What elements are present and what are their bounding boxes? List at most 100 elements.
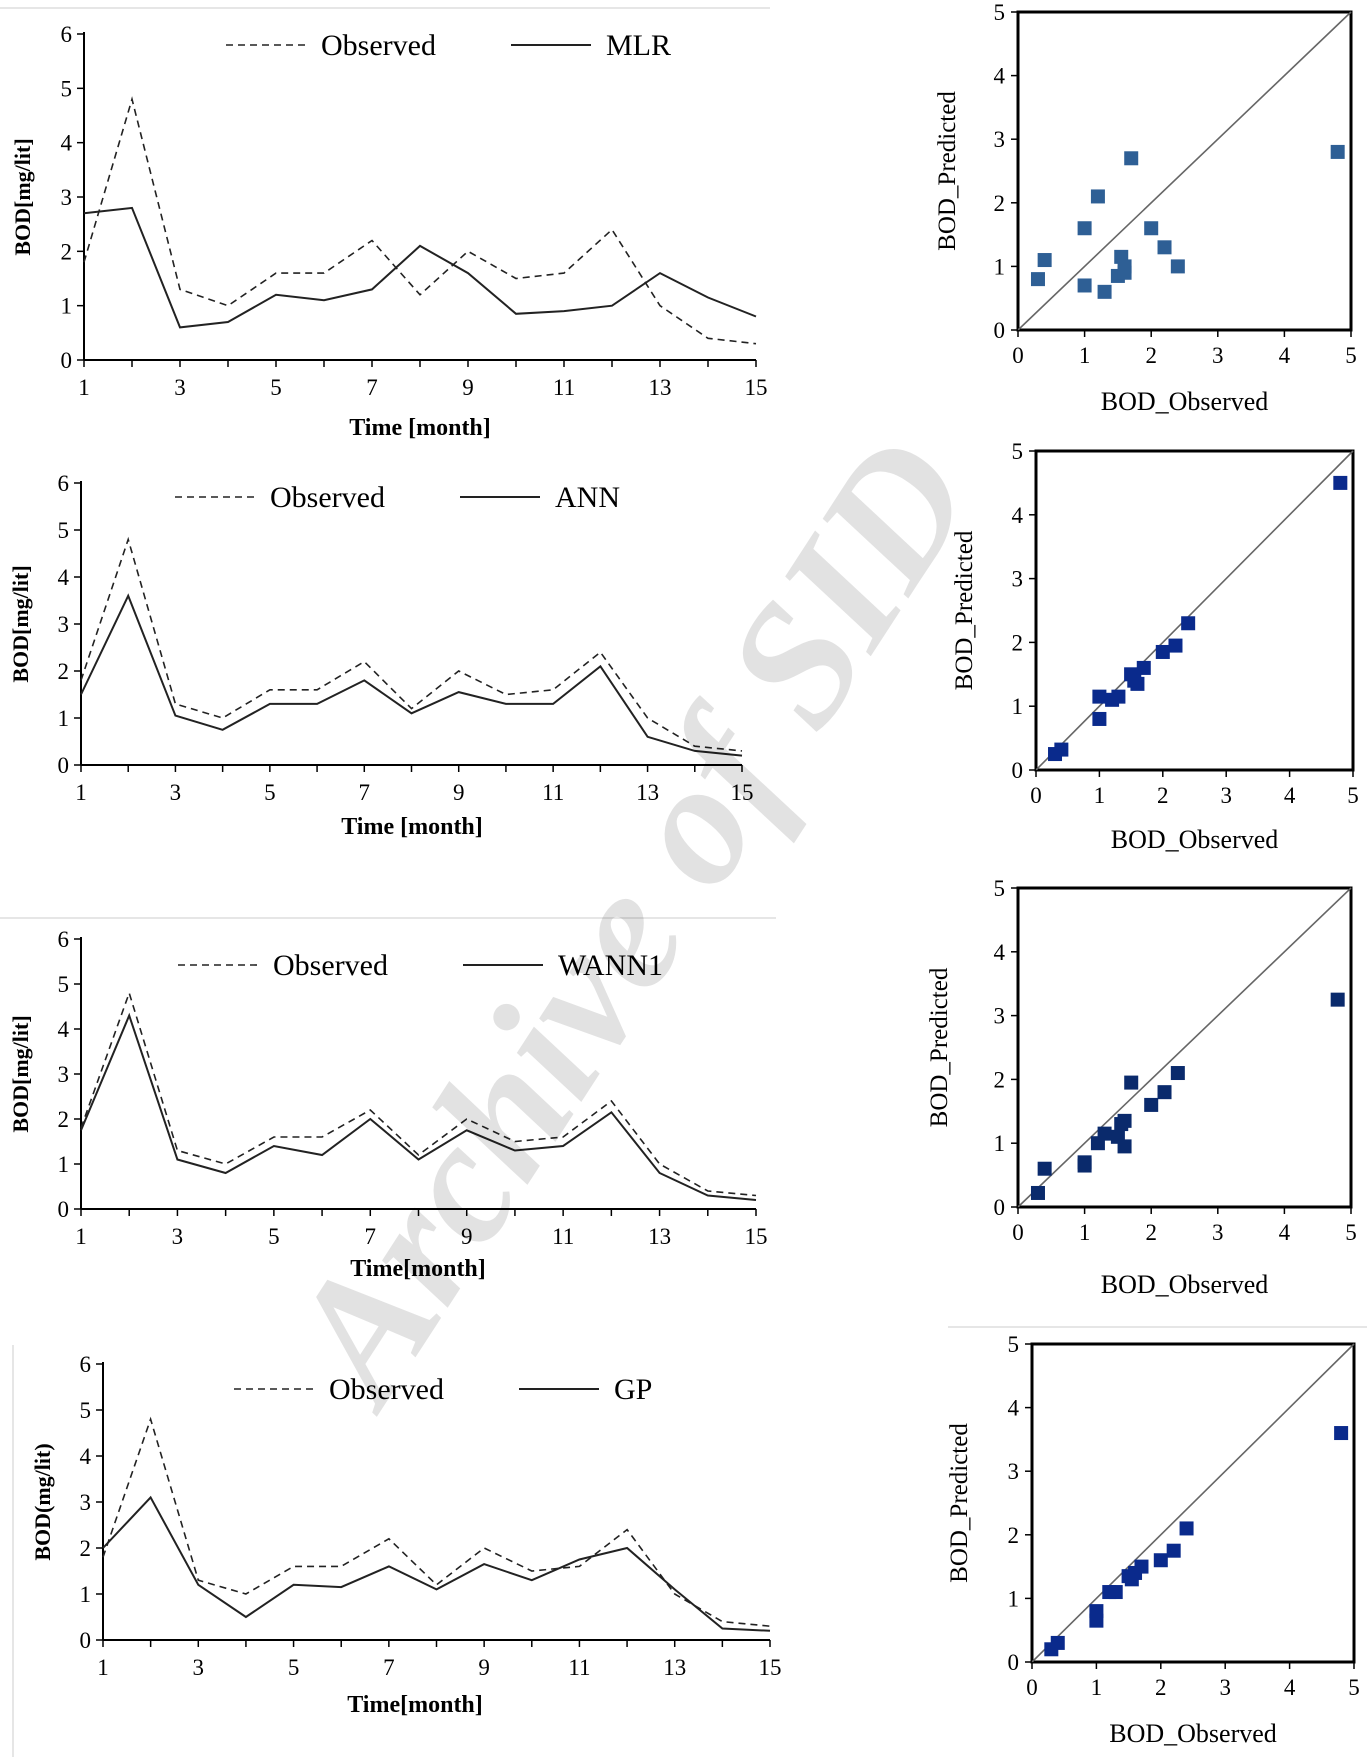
plot-frame xyxy=(1016,10,1353,332)
data-point xyxy=(1054,742,1069,757)
x-tick-label: 15 xyxy=(731,780,754,805)
y-tick-label: 3 xyxy=(61,185,73,210)
watermark-text: Archive of SID xyxy=(246,406,1011,1439)
y-tick-label: 3 xyxy=(994,127,1006,152)
y-tick-label: 1 xyxy=(80,1582,92,1607)
x-tick-label: 4 xyxy=(1284,783,1296,808)
scatter-chart-6: 0 1 2 3 4 5 0 1 2 3 4 5 BOD_Observed BOD_Predicted xyxy=(926,876,1357,1299)
data-point xyxy=(1117,1139,1132,1154)
legend-label-ann: ANN xyxy=(555,481,620,514)
x-tick-label: 7 xyxy=(365,1224,377,1249)
y-tick-label: 0 xyxy=(1008,1650,1020,1675)
y-tick-label: 1 xyxy=(61,294,73,319)
data-point xyxy=(1037,253,1052,268)
data-point xyxy=(1170,1066,1185,1081)
y-tick-label: 2 xyxy=(1008,1523,1020,1548)
data-point xyxy=(1330,992,1345,1007)
x-axis-label: Time[month] xyxy=(347,1692,483,1718)
x-tick-label: 11 xyxy=(553,375,575,400)
x-tick-label: 3 xyxy=(193,1655,205,1680)
data-point xyxy=(1097,284,1112,299)
y-tick-label: 1 xyxy=(994,254,1006,279)
y-tick-label: 1 xyxy=(58,1152,70,1177)
legend-label-observed: Observed xyxy=(270,481,385,514)
y-tick-label: 1 xyxy=(1008,1586,1020,1611)
x-tick-label: 11 xyxy=(552,1224,574,1249)
data-point xyxy=(1134,1559,1149,1574)
y-tick-label: 5 xyxy=(58,518,70,543)
data-point xyxy=(1157,1085,1172,1100)
x-tick-label: 3 xyxy=(172,1224,184,1249)
y-axis-label: BOD[mg/lit] xyxy=(8,1015,33,1132)
y-tick-label: 2 xyxy=(1012,630,1024,655)
y-tick-label: 3 xyxy=(1012,567,1024,592)
data-point xyxy=(1030,1185,1045,1200)
x-tick-label: 1 xyxy=(78,375,90,400)
plot-frame xyxy=(1034,449,1355,772)
data-point xyxy=(1157,240,1172,255)
x-tick-label: 15 xyxy=(759,1655,782,1680)
y-tick-label: 6 xyxy=(80,1352,92,1377)
y-tick-label: 1 xyxy=(994,1131,1006,1156)
y-tick-label: 5 xyxy=(994,0,1006,25)
x-tick-label: 13 xyxy=(649,375,672,400)
data-point xyxy=(1330,144,1345,159)
series-line-observed xyxy=(80,536,743,752)
x-tick-label: 7 xyxy=(359,780,371,805)
x-tick-label: 1 xyxy=(1094,783,1106,808)
x-tick-label: 7 xyxy=(366,375,378,400)
y-tick-label: 0 xyxy=(994,1195,1006,1220)
y-tick-label: 2 xyxy=(994,1067,1006,1092)
x-tick-label: 15 xyxy=(745,375,768,400)
plot-frame xyxy=(1016,886,1353,1209)
y-tick-label: 3 xyxy=(58,612,70,637)
x-tick-label: 4 xyxy=(1284,1675,1296,1700)
y-tick-label: 2 xyxy=(61,239,73,264)
y-tick-label: 5 xyxy=(994,876,1006,901)
x-tick-label: 5 xyxy=(1348,1675,1360,1700)
series-line-gp xyxy=(102,1495,771,1632)
data-point xyxy=(1333,475,1348,490)
x-tick-label: 3 xyxy=(1212,1220,1224,1245)
y-tick-label: 5 xyxy=(58,972,70,997)
legend-label-gp: GP xyxy=(614,1373,652,1406)
x-tick-label: 2 xyxy=(1157,783,1169,808)
y-tick-label: 0 xyxy=(80,1628,92,1653)
data-point xyxy=(1166,1543,1181,1558)
y-axis-label: BOD_Predicted xyxy=(951,530,978,690)
data-point xyxy=(1181,616,1196,631)
data-point xyxy=(1050,1635,1065,1650)
y-axis-label: BOD_Predicted xyxy=(934,91,961,251)
x-tick-label: 13 xyxy=(648,1224,671,1249)
reference-line xyxy=(1017,11,1352,331)
data-point xyxy=(1077,221,1092,236)
legend-label-wann1: WANN1 xyxy=(558,949,663,982)
y-tick-label: 5 xyxy=(1008,1332,1020,1357)
x-tick-label: 4 xyxy=(1279,343,1291,368)
y-tick-label: 6 xyxy=(61,22,73,47)
x-tick-label: 1 xyxy=(75,780,87,805)
scatter-chart-8: 0 1 2 3 4 5 0 1 2 3 4 5 BOD_Observed BOD_Predicted xyxy=(946,1332,1360,1748)
y-tick-label: 3 xyxy=(80,1490,92,1515)
x-tick-label: 9 xyxy=(478,1655,490,1680)
data-point xyxy=(1124,1075,1139,1090)
x-tick-label: 2 xyxy=(1155,1675,1167,1700)
x-tick-label: 1 xyxy=(1079,343,1091,368)
data-point xyxy=(1153,1553,1168,1568)
x-tick-label: 4 xyxy=(1279,1220,1291,1245)
x-tick-label: 13 xyxy=(636,780,659,805)
legend-label-observed: Observed xyxy=(329,1373,444,1406)
data-point xyxy=(1108,1585,1123,1600)
x-tick-label: 1 xyxy=(1079,1220,1091,1245)
scatter-chart-2: 0 1 2 3 4 5 0 1 2 3 4 5 BOD_Observed BOD_Predicted xyxy=(934,0,1357,416)
x-tick-label: 3 xyxy=(1219,1675,1231,1700)
y-tick-label: 0 xyxy=(58,753,70,778)
y-tick-label: 1 xyxy=(1012,694,1024,719)
y-tick-label: 2 xyxy=(80,1536,92,1561)
data-point xyxy=(1334,1426,1349,1441)
y-tick-label: 4 xyxy=(994,64,1006,89)
